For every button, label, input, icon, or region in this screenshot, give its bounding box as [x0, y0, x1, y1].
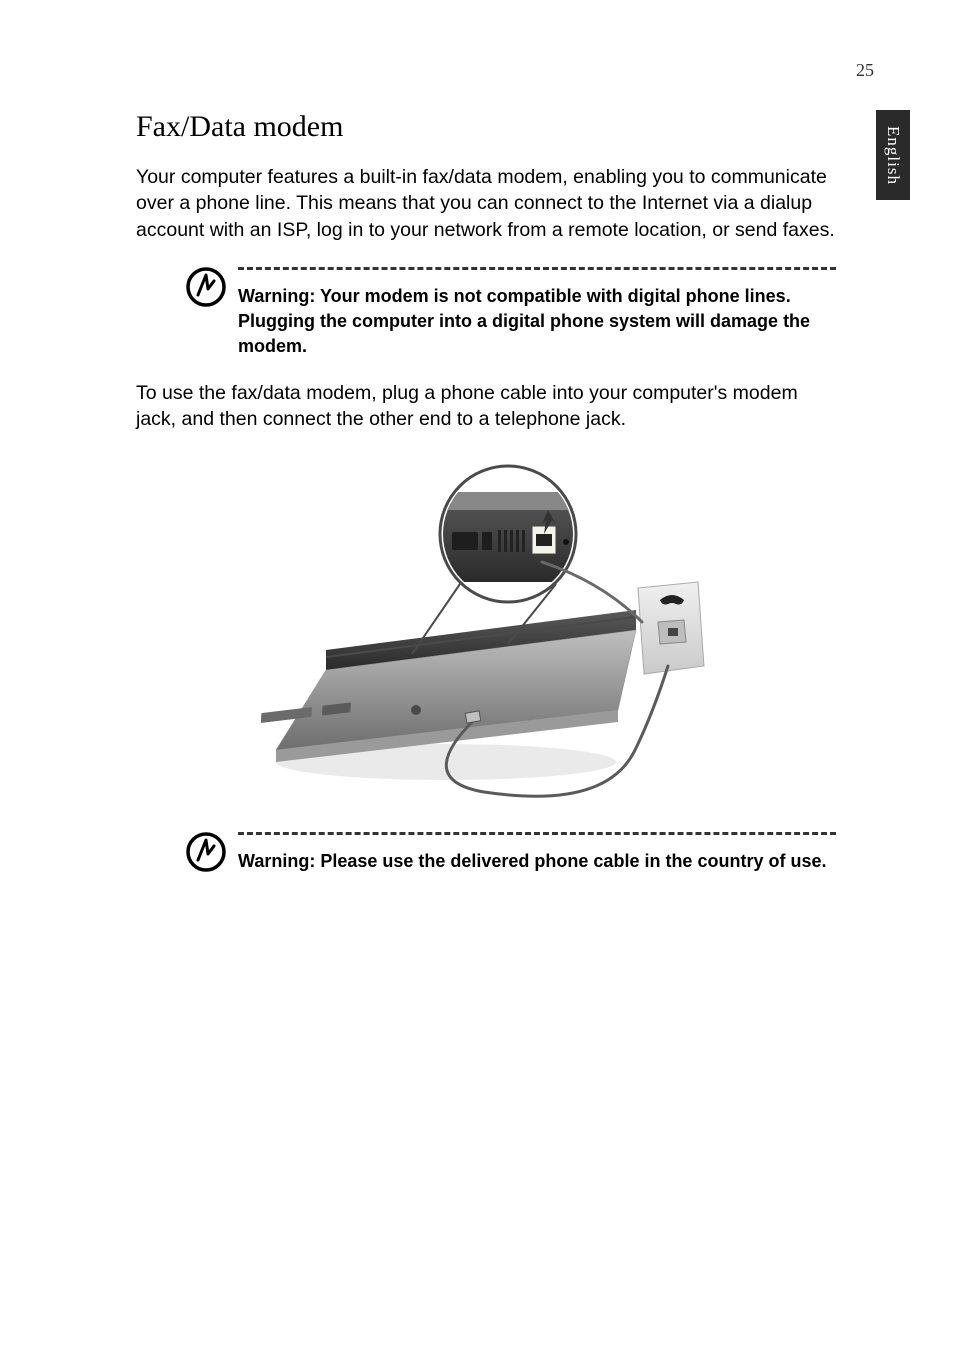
warning-icon	[184, 830, 228, 874]
warning-text-1: Warning: Your modem is not compatible wi…	[238, 284, 836, 360]
warning-text-2: Warning: Please use the delivered phone …	[238, 849, 836, 874]
dashed-divider	[238, 832, 836, 835]
usage-paragraph: To use the fax/data modem, plug a phone …	[136, 380, 836, 433]
warning-icon	[184, 265, 228, 309]
language-tab: English	[876, 110, 910, 200]
warning-content: Warning: Please use the delivered phone …	[238, 832, 836, 874]
language-tab-label: English	[883, 126, 903, 185]
warning-block-2: Warning: Please use the delivered phone …	[184, 832, 836, 874]
section-heading: Fax/Data modem	[136, 110, 836, 144]
warning-content: Warning: Your modem is not compatible wi…	[238, 267, 836, 360]
warning-block-1: Warning: Your modem is not compatible wi…	[184, 267, 836, 360]
modem-connection-figure	[136, 462, 836, 802]
main-content: Fax/Data modem Your computer features a …	[136, 110, 836, 894]
page-number: 25	[856, 60, 874, 81]
intro-paragraph: Your computer features a built-in fax/da…	[136, 164, 836, 243]
dashed-divider	[238, 267, 836, 270]
